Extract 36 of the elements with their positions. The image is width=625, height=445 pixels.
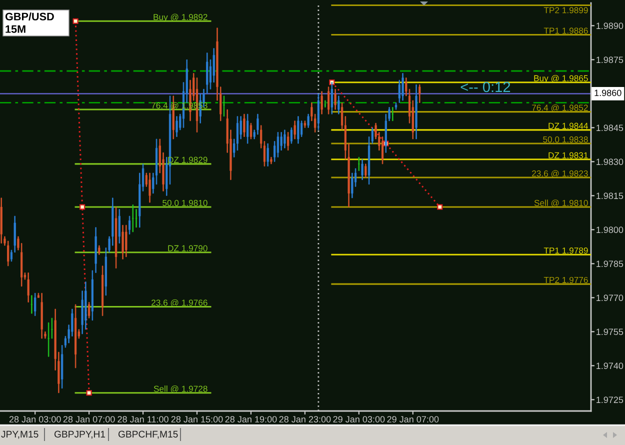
text: GBPCHF,M15 xyxy=(118,430,178,439)
series-label: 50.0 1.9838 xyxy=(543,136,588,143)
series-label: DZ 1.9831 xyxy=(548,152,588,158)
x-tick-label: 28 Jan 03:00 xyxy=(9,416,61,422)
y-tick-label: 1.9830 xyxy=(596,158,624,166)
x-tick-label: 28 Jan 07:00 xyxy=(63,416,115,422)
y-tick-label: 1.9740 xyxy=(596,362,624,370)
text: GBP/USD xyxy=(5,12,54,21)
y-tick-label: 1.9785 xyxy=(596,260,624,268)
series-label: TP2 1.9899 xyxy=(544,7,588,14)
y-tick-label: 1.9890 xyxy=(596,22,624,30)
series-label: TP1 1.9789 xyxy=(544,247,588,254)
y-tick-label: 1.9815 xyxy=(596,192,624,200)
annotation: <-- 0:12 xyxy=(460,82,510,92)
text: JPY,M15 xyxy=(1,430,38,439)
x-tick-label: 28 Jan 23:00 xyxy=(279,416,331,422)
x-tick-label: 29 Jan 03:00 xyxy=(333,416,385,422)
ref-line-label: 1.9860 xyxy=(594,90,622,96)
text: GBPJPY,H1 xyxy=(54,430,106,439)
y-tick-label: 1.9800 xyxy=(596,226,624,234)
series-label: TP1 1.9886 xyxy=(544,28,588,34)
series-label: Buy @ 1.9865 xyxy=(534,74,588,84)
x-tick-label: 29 Jan 07:00 xyxy=(387,416,439,422)
text: 15M xyxy=(6,25,26,33)
series-label: 50.0 1.9810 xyxy=(162,200,208,206)
x-tick-label: 28 Jan 15:00 xyxy=(171,416,223,422)
y-tick-label: 1.9725 xyxy=(596,396,624,404)
y-tick-label: 1.9845 xyxy=(596,124,624,132)
y-tick-label: 1.9770 xyxy=(596,294,624,302)
series-label: TP2 1.9776 xyxy=(544,276,588,284)
y-tick-label: 1.9755 xyxy=(596,328,624,336)
x-tick-label: 28 Jan 19:00 xyxy=(225,416,277,422)
y-tick-label: 1.9875 xyxy=(596,56,624,64)
series-label: DZ 1.9790 xyxy=(168,245,208,252)
series-label: DZ 1.9844 xyxy=(548,122,588,129)
x-tick-label: 28 Jan 11:00 xyxy=(118,416,168,422)
